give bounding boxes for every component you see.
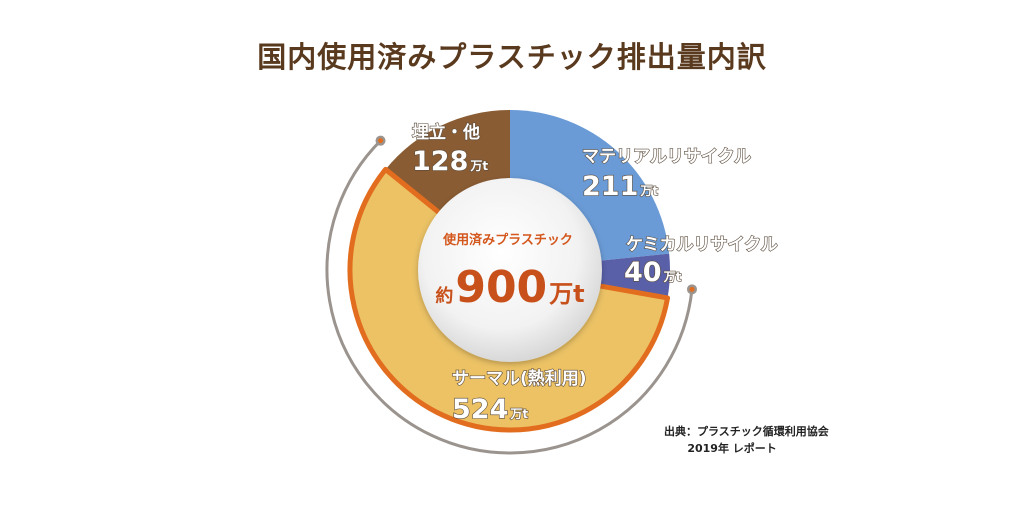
slice-thermal-outline	[347, 166, 671, 433]
center-prefix: 約	[435, 285, 453, 307]
source-note: 出典：プラスチック循環利用協会 2019年 レポート	[664, 423, 829, 457]
center-label: 使用済みプラスチック	[442, 232, 573, 248]
thermal-unit: 万t	[509, 407, 528, 421]
material-value: 211	[582, 171, 638, 202]
label-chemical-name: ケミカルリサイクル	[626, 235, 778, 255]
label-material-value: 211 万t	[582, 171, 658, 202]
chemical-unit: 万t	[663, 270, 682, 284]
chemical-value: 40	[624, 257, 662, 288]
landfill-unit: 万t	[469, 159, 488, 173]
label-landfill-name: 埋立・他	[412, 122, 480, 143]
material-unit: 万t	[639, 184, 658, 198]
arc-end-dot-core	[689, 286, 695, 292]
thermal-value: 524	[452, 394, 508, 425]
highlight-arc	[325, 139, 694, 455]
label-landfill-value: 128 万t	[412, 146, 488, 177]
center-total: 約900万t	[435, 262, 584, 313]
label-chemical-value: 40 万t	[624, 257, 682, 288]
label-thermal-value: 524 万t	[452, 394, 528, 425]
arc-end-dot-core	[378, 138, 384, 144]
label-material-name: マテリアルリサイクル	[582, 147, 751, 167]
center-disc	[418, 178, 602, 362]
source-line-1: 出典：プラスチック循環利用協会	[664, 425, 829, 438]
center-unit: 万t	[549, 280, 584, 308]
chart-title: 国内使用済みプラスチック排出量内訳	[257, 40, 767, 74]
center-value: 900	[455, 262, 547, 313]
source-line-2: 2019年 レポート	[687, 442, 777, 455]
landfill-value: 128	[412, 146, 468, 177]
label-thermal-name: サーマル(熱利用)	[452, 368, 587, 389]
